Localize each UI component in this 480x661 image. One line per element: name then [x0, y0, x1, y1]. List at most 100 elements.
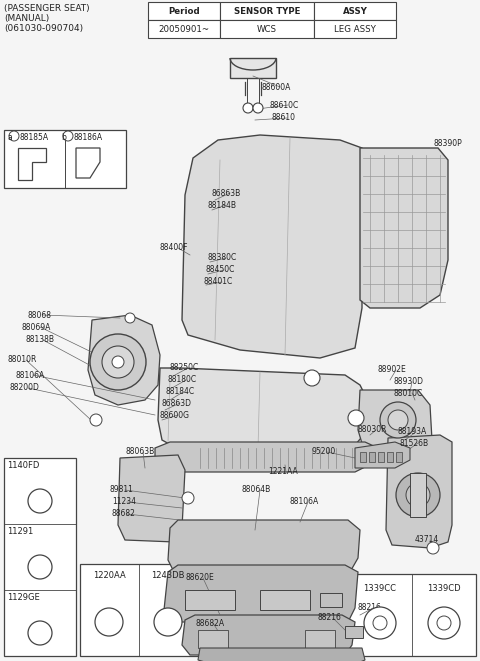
Text: b: b [309, 373, 315, 383]
Bar [348, 574, 476, 656]
Text: 88184C: 88184C [165, 387, 194, 397]
Text: 88610: 88610 [272, 114, 296, 122]
Circle shape [373, 616, 387, 630]
Text: 81526B: 81526B [400, 438, 429, 447]
Polygon shape [355, 442, 410, 468]
Polygon shape [198, 648, 365, 661]
Circle shape [243, 103, 253, 113]
Circle shape [182, 492, 194, 504]
Text: 88138B: 88138B [25, 336, 54, 344]
Text: 88400F: 88400F [160, 243, 189, 253]
Circle shape [154, 608, 182, 636]
Polygon shape [76, 148, 100, 178]
Text: 88185A: 88185A [20, 133, 49, 142]
Bar [4, 130, 126, 188]
Text: 88200D: 88200D [10, 383, 40, 393]
Text: 11291: 11291 [7, 527, 33, 536]
Circle shape [406, 483, 430, 507]
Text: 88380C: 88380C [208, 254, 237, 262]
Bar [410, 473, 426, 517]
Text: 43714: 43714 [415, 535, 439, 545]
Polygon shape [164, 565, 358, 622]
Polygon shape [18, 148, 46, 180]
Circle shape [388, 410, 408, 430]
Text: 88216: 88216 [318, 613, 342, 623]
Circle shape [304, 370, 320, 386]
Circle shape [102, 346, 134, 378]
Text: 88030R: 88030R [358, 426, 387, 434]
Bar [148, 2, 220, 20]
Text: Period: Period [168, 7, 200, 15]
Circle shape [90, 334, 146, 390]
Circle shape [364, 607, 396, 639]
Bar [80, 564, 198, 656]
Text: ASSY: ASSY [343, 7, 367, 15]
Circle shape [28, 621, 52, 645]
Polygon shape [360, 148, 448, 308]
Text: 1129GE: 1129GE [7, 593, 40, 602]
Bar [220, 20, 314, 38]
Polygon shape [358, 390, 432, 458]
Text: 88184B: 88184B [208, 200, 237, 210]
Bar [314, 20, 396, 38]
Text: 88063B: 88063B [125, 447, 154, 457]
Circle shape [28, 555, 52, 579]
Text: 95200: 95200 [312, 447, 336, 457]
Circle shape [63, 131, 73, 141]
Bar [320, 593, 342, 607]
Circle shape [95, 608, 123, 636]
Polygon shape [168, 520, 360, 572]
Text: WCS: WCS [257, 24, 277, 34]
Circle shape [348, 410, 364, 426]
Text: 88902E: 88902E [378, 366, 407, 375]
Bar [378, 452, 384, 462]
Bar [305, 630, 335, 648]
Text: a: a [353, 414, 359, 422]
Text: 1221AA: 1221AA [268, 467, 298, 477]
Circle shape [380, 402, 416, 438]
Text: 88186A: 88186A [74, 133, 103, 142]
Circle shape [253, 103, 263, 113]
Text: 86863D: 86863D [162, 399, 192, 407]
Bar [387, 452, 393, 462]
Polygon shape [182, 135, 362, 358]
Text: 88401C: 88401C [204, 278, 233, 286]
Text: 89811: 89811 [110, 485, 134, 494]
Bar [4, 458, 76, 656]
Text: 88010R: 88010R [8, 356, 37, 364]
Circle shape [428, 607, 460, 639]
Text: 88106A: 88106A [15, 371, 44, 379]
Bar [369, 452, 375, 462]
Text: 88250C: 88250C [170, 364, 199, 373]
Text: 88069A: 88069A [22, 323, 51, 332]
Bar [198, 630, 228, 648]
Text: (PASSENGER SEAT): (PASSENGER SEAT) [4, 4, 90, 13]
Text: 88180C: 88180C [168, 375, 197, 385]
Circle shape [9, 131, 19, 141]
Circle shape [112, 356, 124, 368]
Circle shape [90, 414, 102, 426]
Bar [345, 626, 363, 638]
Text: a: a [8, 133, 12, 142]
Text: (MANUAL): (MANUAL) [4, 14, 49, 23]
Bar [220, 2, 314, 20]
Polygon shape [182, 615, 355, 655]
Text: 88600G: 88600G [160, 410, 190, 420]
Circle shape [125, 313, 135, 323]
Text: 1339CC: 1339CC [363, 584, 396, 593]
Text: 88450C: 88450C [206, 266, 235, 274]
Text: 88010C: 88010C [394, 389, 423, 397]
Circle shape [396, 473, 440, 517]
Bar [314, 2, 396, 20]
Polygon shape [88, 315, 160, 405]
Text: 88068: 88068 [28, 311, 52, 319]
Text: 88610C: 88610C [270, 100, 299, 110]
Circle shape [28, 489, 52, 513]
Text: 1220AA: 1220AA [93, 572, 125, 580]
Polygon shape [158, 368, 370, 450]
Text: 88106A: 88106A [290, 498, 319, 506]
Text: 88064B: 88064B [242, 485, 271, 494]
Text: 1339CD: 1339CD [427, 584, 461, 593]
Text: 88600A: 88600A [262, 83, 291, 91]
Text: (061030-090704): (061030-090704) [4, 24, 83, 33]
